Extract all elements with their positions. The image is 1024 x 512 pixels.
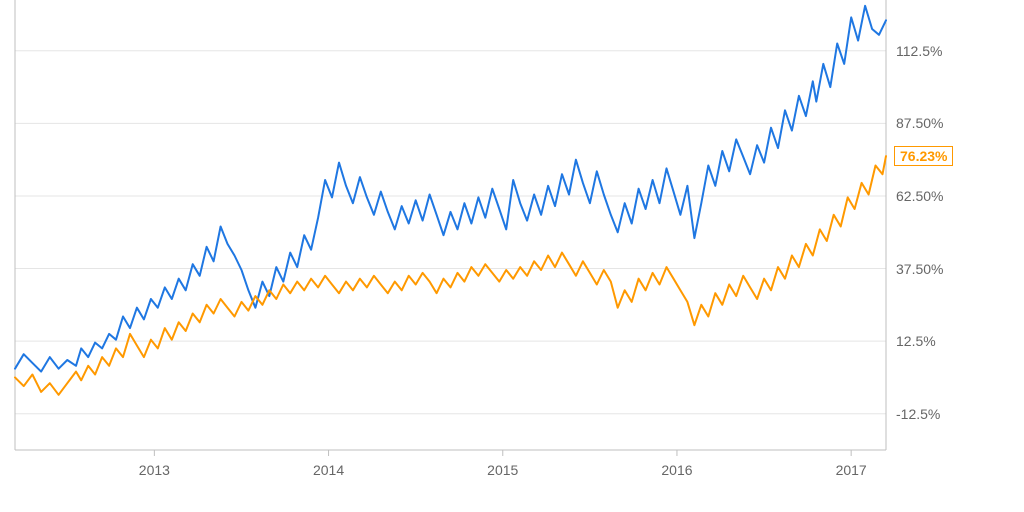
- value-callout: 76.23%: [894, 146, 953, 166]
- y-tick-label: -12.5%: [896, 406, 940, 422]
- percent-return-chart: -12.5% 12.5% 37.50% 62.50% 87.50% 112.5% 2013…: [0, 0, 1024, 512]
- y-tick-label: 12.5%: [896, 333, 936, 349]
- x-tick-label: 2017: [836, 462, 867, 478]
- y-tick-label: 37.50%: [896, 261, 943, 277]
- x-tick-label: 2016: [661, 462, 692, 478]
- chart-svg: [0, 0, 1024, 512]
- x-tick-label: 2014: [313, 462, 344, 478]
- y-tick-label: 112.5%: [896, 43, 942, 59]
- x-tick-label: 2015: [487, 462, 518, 478]
- x-tick-label: 2013: [139, 462, 170, 478]
- y-tick-label: 87.50%: [896, 115, 943, 131]
- y-tick-label: 62.50%: [896, 188, 943, 204]
